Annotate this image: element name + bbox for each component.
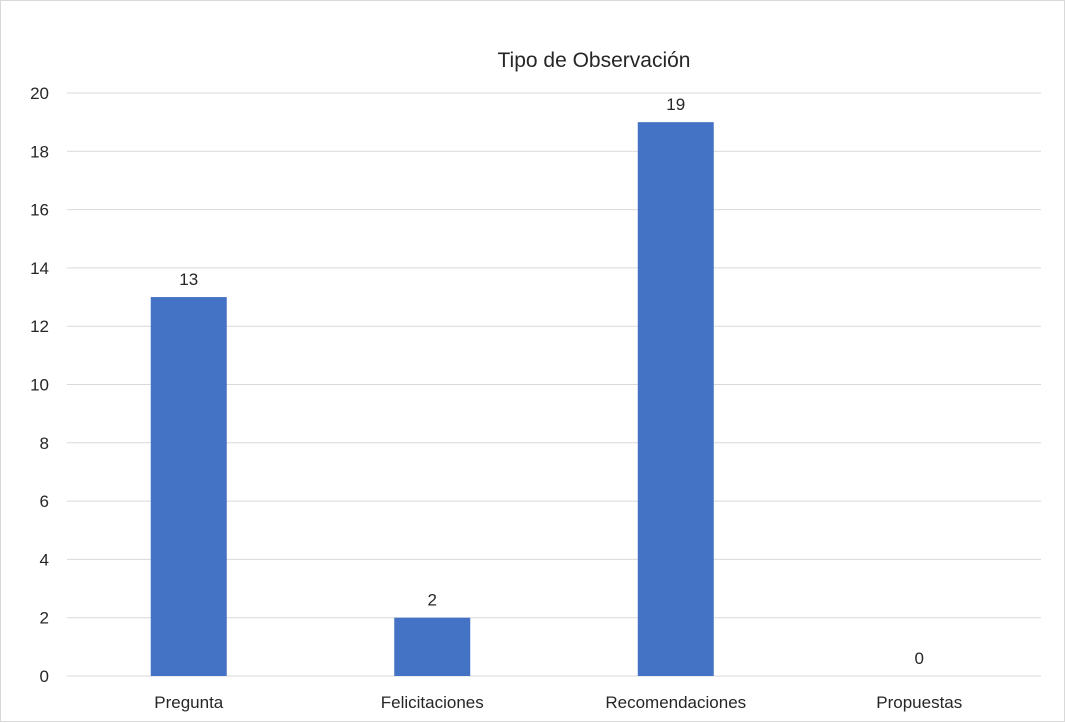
- data-label-pregunta: 13: [179, 270, 198, 289]
- data-label-recomendaciones: 19: [666, 95, 685, 114]
- y-axis-tick-labels: 0 2 4 6 8 10 12 14 16 18 20: [30, 84, 49, 686]
- chart-title: Tipo de Observación: [498, 49, 691, 72]
- y-tick-label: 16: [30, 201, 49, 220]
- y-tick-label: 8: [40, 434, 49, 453]
- y-tick-label: 6: [40, 492, 49, 511]
- category-label-pregunta: Pregunta: [154, 693, 224, 712]
- y-tick-label: 20: [30, 84, 49, 103]
- y-tick-label: 12: [30, 317, 49, 336]
- y-tick-label: 2: [40, 609, 49, 628]
- category-label-recomendaciones: Recomendaciones: [605, 693, 746, 712]
- bars: [150, 122, 714, 676]
- y-tick-label: 14: [30, 259, 49, 278]
- x-axis-category-labels: Pregunta Felicitaciones Recomendaciones Pro…: [154, 693, 962, 712]
- bar-felicitaciones: [394, 617, 471, 676]
- y-tick-label: 0: [40, 667, 49, 686]
- gridlines: [67, 92, 1041, 677]
- data-labels: 13 2 19 0: [179, 95, 924, 668]
- y-tick-label: 10: [30, 376, 49, 395]
- y-tick-label: 4: [40, 550, 49, 569]
- category-label-felicitaciones: Felicitaciones: [381, 693, 484, 712]
- y-tick-label: 18: [30, 142, 49, 161]
- data-label-felicitaciones: 2: [428, 591, 437, 610]
- bar-recomendaciones: [637, 122, 714, 676]
- data-label-propuestas: 0: [915, 649, 924, 668]
- category-label-propuestas: Propuestas: [876, 693, 962, 712]
- bar-pregunta: [150, 297, 227, 676]
